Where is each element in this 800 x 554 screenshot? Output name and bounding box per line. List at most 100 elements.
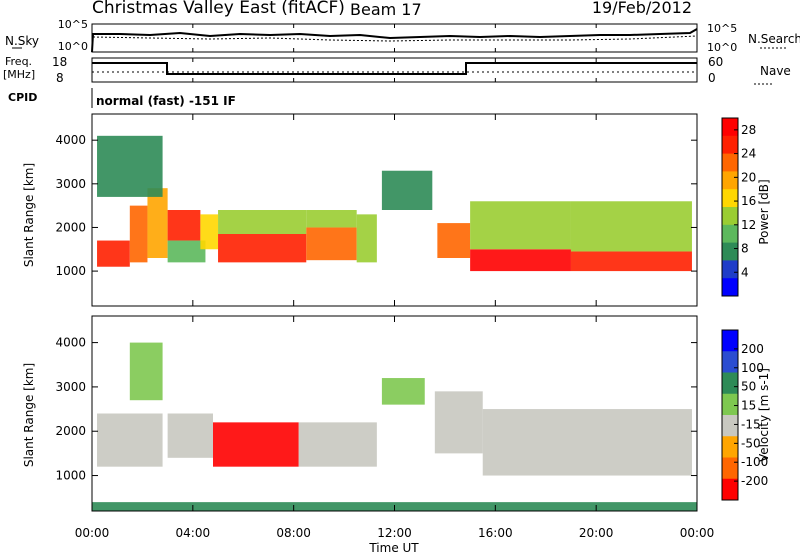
velocity-cell [298, 422, 377, 467]
velocity-colorbar-swatch [722, 330, 738, 352]
nsky-label: N.Sky [5, 34, 39, 48]
velocity-plot-area [92, 342, 697, 511]
time-tick-label: 08:00 [276, 526, 311, 540]
time-x-axis: 00:00 04:00 08:00 12:00 16:00 20:00 00:00 [75, 24, 715, 540]
time-tick-label: 00:00 [75, 526, 110, 540]
velocity-colorbar-tick-label: -50 [741, 436, 761, 450]
power-colorbar-swatch [722, 153, 738, 172]
power-cell [437, 223, 471, 258]
power-y-tick-label: 1000 [55, 264, 86, 278]
power-y-tick-label: 2000 [55, 220, 86, 234]
power-cell [200, 214, 219, 250]
velocity-colorbar-tick-label: -100 [741, 455, 768, 469]
power-colorbar-swatch [722, 278, 738, 297]
velocity-colorbar-tick-label: 200 [741, 342, 764, 356]
station-title: Christmas Valley East (fitACF) [92, 0, 345, 18]
x-axis-label: Time UT [368, 541, 419, 554]
velocity-cell [129, 342, 163, 401]
power-cell [470, 249, 571, 272]
power-colorbar-swatch [722, 118, 738, 137]
velocity-colorbar-swatch [722, 372, 738, 395]
velocity-cell [97, 413, 163, 467]
velocity-cell [482, 409, 692, 476]
power-cell [218, 210, 307, 234]
power-colorbar-swatch [722, 171, 738, 190]
velocity-y-tick-label: 1000 [55, 469, 86, 483]
power-plot-area [97, 135, 692, 272]
power-y-axis-label: Slant Range [km] [22, 163, 36, 267]
power-cell [381, 170, 433, 210]
velocity-cell [381, 378, 425, 405]
velocity-colorbar-swatch [722, 478, 738, 501]
power-panel: 1000 2000 3000 4000 Slant Range [km] 4 8 12 16… [22, 113, 771, 307]
nsearch-tick-bottom: 10^0 [707, 41, 737, 54]
nsky-line [91, 28, 698, 53]
power-colorbar-swatch [722, 135, 738, 155]
power-colorbar: 4 8 12 16 20 24 28 [721, 117, 756, 297]
power-y-tick-label: 3000 [55, 177, 86, 191]
power-cell [570, 251, 692, 272]
time-tick-label: 04:00 [176, 526, 211, 540]
nave-tick-top: 60 [708, 55, 723, 69]
cpid-text: normal (fast) -151 IF [96, 94, 236, 108]
velocity-colorbar-swatch [722, 393, 738, 416]
freq-line [92, 62, 697, 75]
velocity-cell [434, 391, 483, 454]
power-cell [570, 201, 692, 252]
velocity-colorbar-label: Velocity [m s-1] [757, 368, 771, 462]
time-tick-label: 12:00 [377, 526, 412, 540]
velocity-cell [213, 422, 299, 467]
velocity-colorbar-tick-label: -15 [741, 417, 761, 431]
power-colorbar-swatch [722, 260, 738, 279]
power-colorbar-frame [721, 117, 739, 297]
power-colorbar-swatch [722, 224, 738, 244]
freq-unit: [MHz] [3, 68, 35, 81]
power-colorbar-swatch [722, 207, 738, 226]
power-colorbar-tick-label: 16 [741, 194, 756, 208]
power-colorbar-swatch [722, 189, 738, 208]
power-colorbar-tick-label: 24 [741, 147, 756, 161]
velocity-y-axis: 1000 2000 3000 4000 [55, 336, 697, 483]
power-colorbar-label: Power [dB] [757, 179, 771, 244]
velocity-colorbar-swatch [722, 436, 738, 458]
velocity-colorbar-swatch [722, 457, 738, 480]
cpid-label: CPID [8, 91, 37, 104]
power-y-axis: 1000 2000 3000 4000 [55, 133, 697, 278]
nsearch-label: N.Search [748, 32, 800, 46]
power-colorbar-tick-label: 8 [741, 242, 749, 256]
velocity-colorbar-swatch [722, 351, 738, 373]
power-colorbar-tick-label: 12 [741, 218, 756, 232]
velocity-colorbar-tick-label: 15 [741, 399, 756, 413]
nsearch-tick-top: 10^5 [707, 22, 737, 35]
freq-label: Freq. [5, 55, 32, 68]
nsky-tick-bottom: 10^0 [58, 40, 88, 53]
power-cell [470, 201, 571, 250]
power-cell [356, 214, 377, 263]
velocity-colorbar-tick-label: 100 [741, 361, 764, 375]
velocity-y-axis-label: Slant Range [km] [22, 363, 36, 467]
date-label: 19/Feb/2012 [592, 0, 692, 17]
freq-panel: Freq. [MHz] 18 8 60 0 Nave [3, 55, 791, 85]
power-cell [129, 205, 148, 263]
freq-tick-top: 18 [52, 55, 67, 69]
freq-tick-bottom: 8 [56, 71, 64, 85]
velocity-y-tick-label: 4000 [55, 336, 86, 350]
beam-label: Beam 17 [350, 0, 422, 19]
power-cell [167, 210, 201, 241]
time-tick-label: 20:00 [579, 526, 614, 540]
velocity-cell [167, 413, 213, 458]
nave-tick-bottom: 0 [708, 71, 716, 85]
velocity-colorbar-swatch [722, 415, 738, 437]
power-cell [97, 135, 163, 197]
power-cell [218, 234, 307, 263]
nave-label: Nave [760, 64, 791, 78]
velocity-y-tick-label: 2000 [55, 424, 86, 438]
velocity-colorbar-tick-label: -200 [741, 474, 768, 488]
power-colorbar-swatch [722, 242, 738, 261]
time-tick-label: 00:00 [680, 526, 715, 540]
power-colorbar-tick-label: 4 [741, 265, 749, 279]
power-cell [306, 227, 357, 261]
power-cell [97, 240, 130, 267]
velocity-colorbar-frame [721, 329, 739, 501]
